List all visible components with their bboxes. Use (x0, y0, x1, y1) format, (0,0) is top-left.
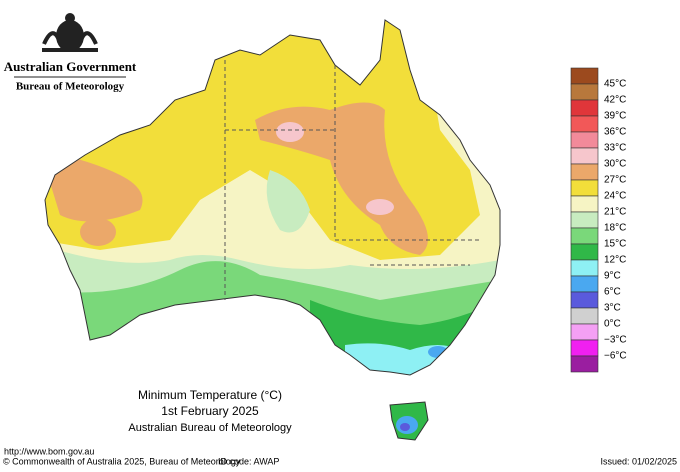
legend-swatch (570, 131, 599, 149)
legend-label: 3°C (604, 303, 621, 314)
legend-swatch (570, 179, 599, 197)
legend-swatch (570, 147, 599, 165)
legend-swatch (570, 275, 599, 293)
map-date: 1st February 2025 (161, 404, 259, 418)
coat-of-arms (42, 13, 98, 52)
legend-label: −6°C (604, 351, 627, 362)
legend-label: 24°C (604, 191, 626, 202)
legend-swatch (570, 323, 599, 341)
legend-swatch (570, 163, 599, 181)
map-source: Australian Bureau of Meteorology (128, 422, 292, 434)
legend-label: 30°C (604, 159, 626, 170)
legend-swatch (570, 291, 599, 309)
legend-swatch (570, 195, 599, 213)
legend-swatch (570, 307, 599, 325)
coastline (44, 19, 501, 376)
legend-label: 0°C (604, 319, 621, 330)
legend-label: 9°C (604, 271, 621, 282)
legend-label: 33°C (604, 143, 626, 154)
government-name: Australian Government (4, 59, 137, 74)
legend-label: 39°C (604, 111, 626, 122)
legend-label: 21°C (604, 207, 626, 218)
legend-swatch (570, 99, 599, 117)
legend-swatch (570, 259, 599, 277)
legend-swatch (570, 83, 599, 101)
legend-label: −3°C (604, 335, 627, 346)
map-title: Minimum Temperature (°C) (138, 388, 282, 402)
legend: 45°C 42°C 39°C 36°C 33°C 30°C 27°C 24°C 21°C 18°C… (570, 67, 627, 373)
footer-url: http://www.bom.gov.au (4, 446, 94, 456)
legend-label: 45°C (604, 79, 626, 90)
legend-swatch (570, 243, 599, 261)
legend-label: 42°C (604, 95, 626, 106)
footer-copyright: © Commonwealth of Australia 2025, Bureau… (3, 456, 241, 466)
legend-swatch (570, 115, 599, 133)
bureau-name: Bureau of Meteorology (16, 81, 125, 93)
legend-label: 6°C (604, 287, 621, 298)
footer-id-code: ID code: AWAP (218, 456, 279, 466)
legend-label: 12°C (604, 255, 626, 266)
legend-label: 27°C (604, 175, 626, 186)
legend-swatch (570, 227, 599, 245)
legend-swatch (570, 67, 599, 85)
footer-issued: Issued: 01/02/2025 (600, 456, 677, 466)
legend-label: 18°C (604, 223, 626, 234)
legend-swatch (570, 355, 599, 373)
legend-label: 15°C (604, 239, 626, 250)
legend-swatch (570, 339, 599, 357)
legend-label: 36°C (604, 127, 626, 138)
tasmania (389, 401, 429, 441)
legend-swatch (570, 211, 599, 229)
state-borders (224, 60, 480, 300)
